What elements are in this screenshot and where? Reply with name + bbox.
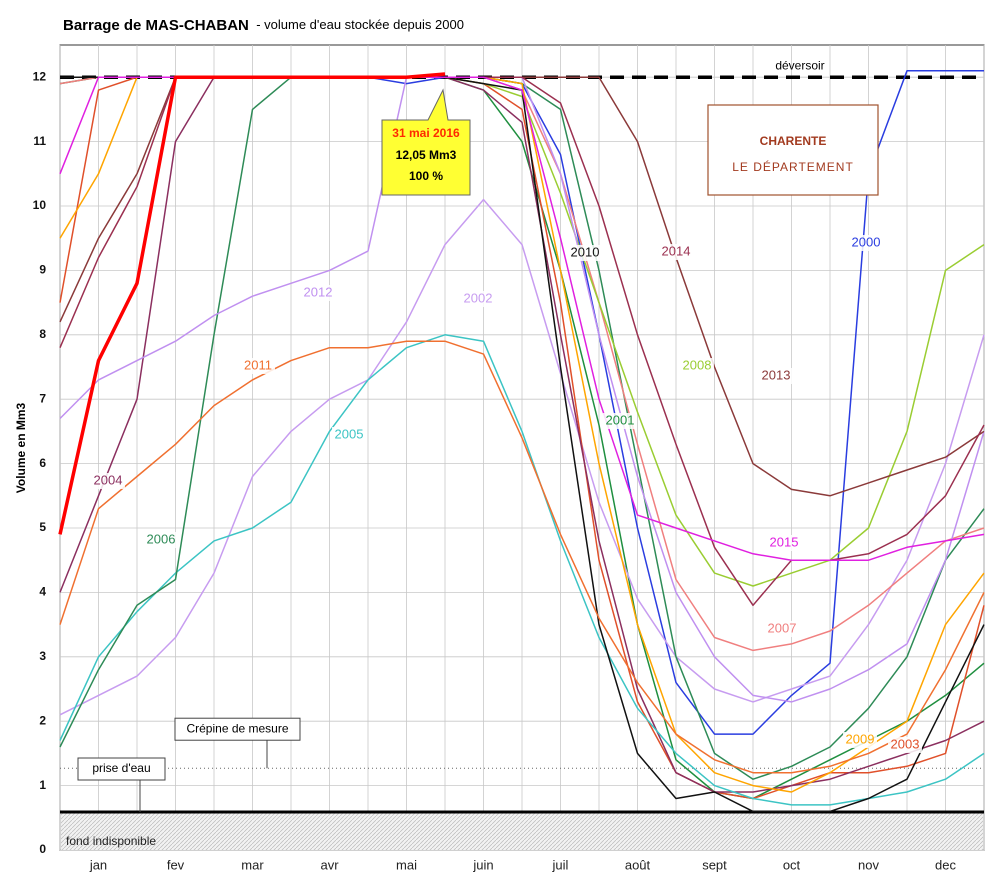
chart-title-line: Barrage de MAS-CHABAN - volume d'eau sto… xyxy=(63,17,464,34)
series-label-bg xyxy=(241,358,275,374)
y-tick-label: 12 xyxy=(33,69,47,83)
annotation: 31 mai 2016 12,05 Mm3 100 % xyxy=(381,88,471,196)
series-label-bg xyxy=(568,245,602,261)
series-label: 2002 xyxy=(464,290,493,305)
series-label: 2008 xyxy=(683,357,712,372)
logo-name: CHARENTE xyxy=(760,134,827,148)
y-tick-label: 0 xyxy=(39,842,46,856)
intake-label: prise d'eau xyxy=(92,761,150,775)
series-label-bg xyxy=(767,535,801,551)
x-tick-label: fev xyxy=(167,857,185,872)
x-tick-label: août xyxy=(625,857,651,872)
x-tick-label: nov xyxy=(858,857,879,872)
intake-box xyxy=(77,757,166,781)
chart-title: Barrage de MAS-CHABAN xyxy=(63,17,249,34)
reference-group: fond indisponible déversoir xyxy=(60,58,984,850)
series-line xyxy=(59,198,985,716)
series-line xyxy=(58,72,446,535)
series-label: 2003 xyxy=(891,736,920,751)
logo: CHARENTE LE DÉPARTEMENT xyxy=(707,104,879,196)
logo-box xyxy=(707,104,879,196)
y-tick-label: 10 xyxy=(33,198,47,212)
x-tick-label: avr xyxy=(320,857,339,872)
series-label-bg xyxy=(603,413,637,429)
series-line xyxy=(59,334,985,806)
y-tick-label: 11 xyxy=(33,134,46,148)
series-label-bg xyxy=(332,427,366,443)
series-label-bg xyxy=(659,244,693,260)
annotation-box xyxy=(381,88,471,196)
series-label-bg xyxy=(461,291,495,307)
series-label-bg xyxy=(301,285,335,301)
annotation-volume: 12,05 Mm3 xyxy=(396,148,457,162)
y-axis-label: Volume en Mm3 xyxy=(14,402,28,493)
series-label-bg xyxy=(680,358,714,374)
series-label: 2005 xyxy=(335,426,364,441)
x-tick-label: dec xyxy=(935,857,956,872)
series-label-bg xyxy=(759,368,793,384)
series-label-bg xyxy=(765,621,799,637)
y-tick-label: 3 xyxy=(39,649,46,663)
series-label: 2015 xyxy=(770,534,799,549)
series-label: 2014 xyxy=(662,243,691,258)
series-label: 2007 xyxy=(768,620,797,635)
strainer-label: Crépine de mesure xyxy=(186,721,288,735)
chart-subtitle: - volume d'eau stockée depuis 2000 xyxy=(256,17,464,32)
x-tick-label: sept xyxy=(702,857,727,872)
x-tick-label: mai xyxy=(396,857,417,872)
labels-group: 2000 2001 2002 2003 2004 2005 2006 2007 2008 2009… xyxy=(77,234,922,813)
y-tick-label: 9 xyxy=(39,263,46,277)
y-tick-label: 7 xyxy=(39,391,46,405)
series-label: 2000 xyxy=(852,234,881,249)
series-label: 2013 xyxy=(762,367,791,382)
lines-group xyxy=(58,70,985,813)
series-label-bg xyxy=(144,532,178,548)
series-label-bg xyxy=(849,235,883,251)
series-label: 2001 xyxy=(606,412,635,427)
y-tick-label: 1 xyxy=(39,778,46,792)
y-tick-label: 6 xyxy=(39,456,46,470)
x-tick-label: oct xyxy=(783,857,801,872)
y-tick-label: 8 xyxy=(39,327,46,341)
series-label: 2010 xyxy=(571,244,600,259)
series-line xyxy=(59,340,985,774)
x-tick-label: mar xyxy=(241,857,264,872)
annotation-percent: 100 % xyxy=(409,169,443,183)
unavailable-zone-label: fond indisponible xyxy=(66,834,156,848)
logo-tagline: LE DÉPARTEMENT xyxy=(732,159,854,174)
series-label: 2004 xyxy=(94,472,123,487)
series-label-bg xyxy=(91,473,125,489)
x-tick-label: juin xyxy=(472,857,493,872)
series-label: 2012 xyxy=(304,284,333,299)
annotation-date: 31 mai 2016 xyxy=(392,126,460,140)
spillway-label: déversoir xyxy=(775,58,824,72)
strainer-box xyxy=(174,717,301,741)
series-label: 2009 xyxy=(846,731,875,746)
x-tick-label: juil xyxy=(552,857,569,872)
series-label-bg xyxy=(888,737,922,753)
series-label: 2006 xyxy=(147,531,176,546)
series-label: 2011 xyxy=(244,357,272,372)
y-tick-label: 2 xyxy=(39,713,46,727)
series-label-bg xyxy=(843,732,877,748)
x-tick-label: jan xyxy=(89,857,107,872)
unavailable-zone xyxy=(61,812,983,850)
y-tick-label: 4 xyxy=(39,585,46,599)
y-tick-label: 5 xyxy=(39,520,46,534)
